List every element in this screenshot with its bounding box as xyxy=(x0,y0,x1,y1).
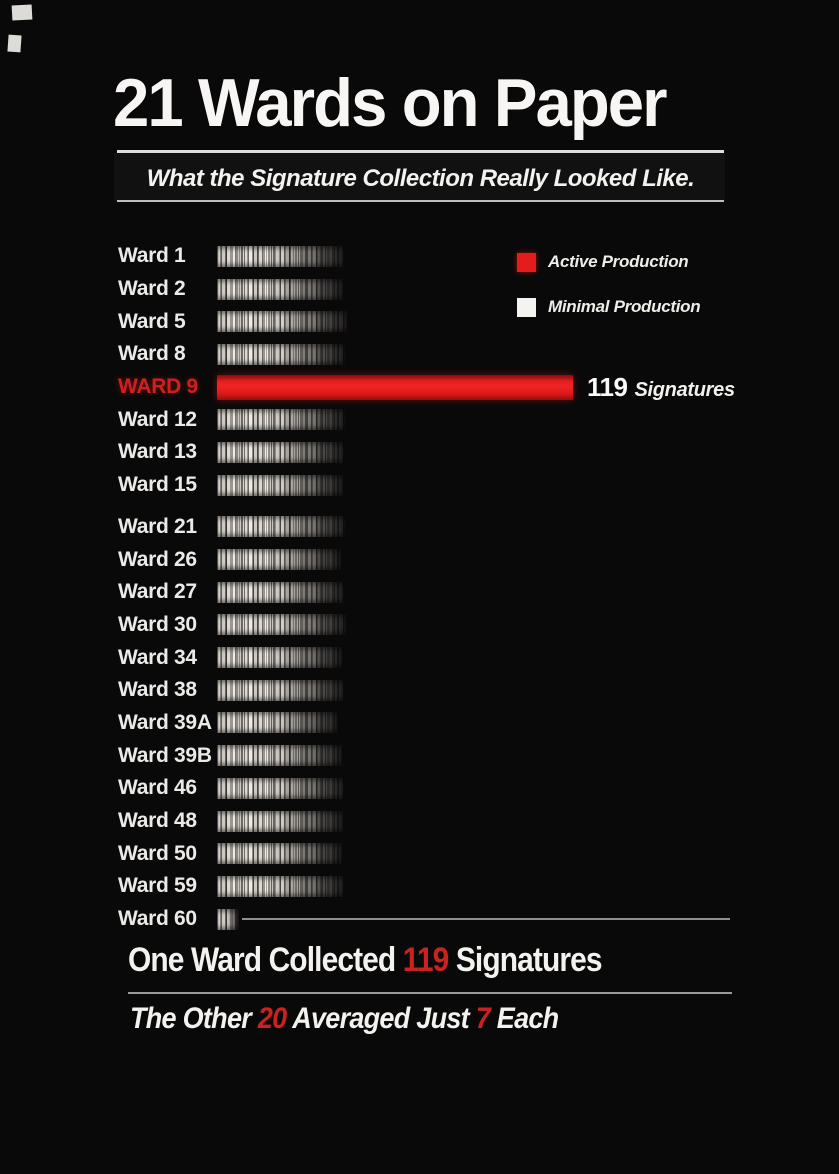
ward-label: Ward 27 xyxy=(118,580,197,604)
legend-swatch-icon xyxy=(517,252,536,272)
legend-item-active: Active Production xyxy=(517,252,700,272)
chart-row: Ward 60 xyxy=(118,903,839,936)
chart-row: Ward 13 xyxy=(118,436,839,469)
ward-label: Ward 1 xyxy=(118,244,186,268)
ward-label: Ward 46 xyxy=(118,776,197,800)
footer-separator xyxy=(128,992,732,994)
baseline-rule xyxy=(242,918,730,921)
ward-label: Ward 2 xyxy=(118,277,186,301)
bar-ward-12 xyxy=(217,409,345,431)
ward-label: Ward 34 xyxy=(118,645,197,669)
bar-ward-15 xyxy=(217,474,343,496)
bar-ward-2 xyxy=(217,278,343,300)
bar-ward-50 xyxy=(217,843,342,865)
footer-text-segment: Signatures xyxy=(448,941,603,979)
bar-ward-13 xyxy=(217,441,344,463)
chart-row: WARD 9 119 Signatures xyxy=(118,371,839,404)
title-underline xyxy=(117,150,724,153)
bar-ward-1 xyxy=(217,245,344,267)
ward-label: Ward 50 xyxy=(118,841,197,865)
legend-item-minimal: Minimal Production xyxy=(517,297,701,317)
ward-label: Ward 48 xyxy=(118,809,197,833)
footer-text-segment: 20 xyxy=(257,1002,287,1035)
bar-ward-8 xyxy=(217,343,345,365)
chart-row: Ward 12 xyxy=(118,403,839,436)
ward-label: Ward 39B xyxy=(118,743,212,767)
bar-ward-30 xyxy=(217,614,346,636)
bar-ward-59 xyxy=(217,875,344,897)
footer-text-segment: Each xyxy=(490,1002,559,1035)
footer-text-segment: Averaged Just xyxy=(286,1002,476,1035)
bar-ward-60 xyxy=(217,908,239,930)
ward-label: Ward 13 xyxy=(118,440,197,464)
chart-row: Ward 27 xyxy=(118,576,839,609)
value-unit: Signatures xyxy=(634,378,735,401)
bar-ward-39a xyxy=(217,712,338,734)
ward-label: Ward 60 xyxy=(118,907,197,931)
bar-ward-26 xyxy=(217,549,341,571)
chart-row: Ward 46 xyxy=(118,772,839,805)
bar-ward-21 xyxy=(217,516,345,538)
chart-row: Ward 21 xyxy=(118,511,839,544)
value-label: 119 Signatures xyxy=(587,372,735,403)
chart-row: Ward 8 xyxy=(118,338,839,371)
footer-subline: The Other 20 Averaged Just 7 Each xyxy=(130,1002,559,1036)
bar-ward-5 xyxy=(217,311,347,333)
chart-row: Ward 30 xyxy=(118,609,839,642)
scan-artifact-mark xyxy=(7,34,22,53)
footer-text-segment: The Other xyxy=(130,1002,258,1035)
ward-label: Ward 59 xyxy=(118,874,197,898)
subtitle-underline xyxy=(117,200,724,202)
chart-row: Ward 38 xyxy=(118,674,839,707)
chart-row: Ward 50 xyxy=(118,837,839,870)
footer-text-segment: 7 xyxy=(475,1002,491,1035)
ward-label: Ward 39A xyxy=(118,710,212,734)
footer-text-segment: One Ward Collected xyxy=(128,941,403,979)
ward-label: WARD 9 xyxy=(118,375,198,399)
chart-row: Ward 48 xyxy=(118,805,839,838)
footer-headline: One Ward Collected 119 Signatures xyxy=(128,941,603,980)
bar-ward-27 xyxy=(217,581,344,603)
legend-swatch-icon xyxy=(517,297,536,317)
ward-label: Ward 8 xyxy=(118,342,186,366)
value-number: 119 xyxy=(587,371,628,402)
footer-text-segment: 119 xyxy=(402,941,450,979)
ward-label: Ward 30 xyxy=(118,612,197,636)
chart-row: Ward 59 xyxy=(118,870,839,903)
chart-row: Ward 34 xyxy=(118,641,839,674)
chart-row: Ward 2 xyxy=(118,273,839,306)
ward-label: Ward 12 xyxy=(118,407,197,431)
chart-row: Ward 5 xyxy=(118,305,839,338)
bar-ward-9 xyxy=(217,374,573,400)
scan-artifact-mark xyxy=(11,4,33,21)
page-subtitle: What the Signature Collection Really Loo… xyxy=(146,165,695,192)
bar-ward-39b xyxy=(217,745,342,767)
ward-label: Ward 21 xyxy=(118,514,197,538)
bar-ward-46 xyxy=(217,777,344,799)
chart-row: Ward 39A xyxy=(118,707,839,740)
page-title: 21 Wards on Paper xyxy=(113,65,668,141)
legend: Active Production Minimal Production xyxy=(517,252,701,342)
ward-label: Ward 5 xyxy=(118,309,186,333)
ward-label: Ward 15 xyxy=(118,473,197,497)
bar-ward-38 xyxy=(217,679,344,701)
chart-row: Ward 26 xyxy=(118,543,839,576)
chart-row: Ward 39B xyxy=(118,739,839,772)
chart-row: Ward 1 xyxy=(118,240,839,273)
chart-row: Ward 15 xyxy=(118,469,839,502)
legend-label: Active Production xyxy=(548,252,689,271)
legend-label: Minimal Production xyxy=(548,297,701,316)
bar-ward-48 xyxy=(217,810,343,832)
bar-chart: Ward 1 Ward 2 Ward 5 Ward 8 WARD 9 119 Signatu… xyxy=(118,240,839,935)
ward-label: Ward 38 xyxy=(118,678,197,702)
ward-label: Ward 26 xyxy=(118,547,197,571)
bar-ward-34 xyxy=(217,647,342,669)
